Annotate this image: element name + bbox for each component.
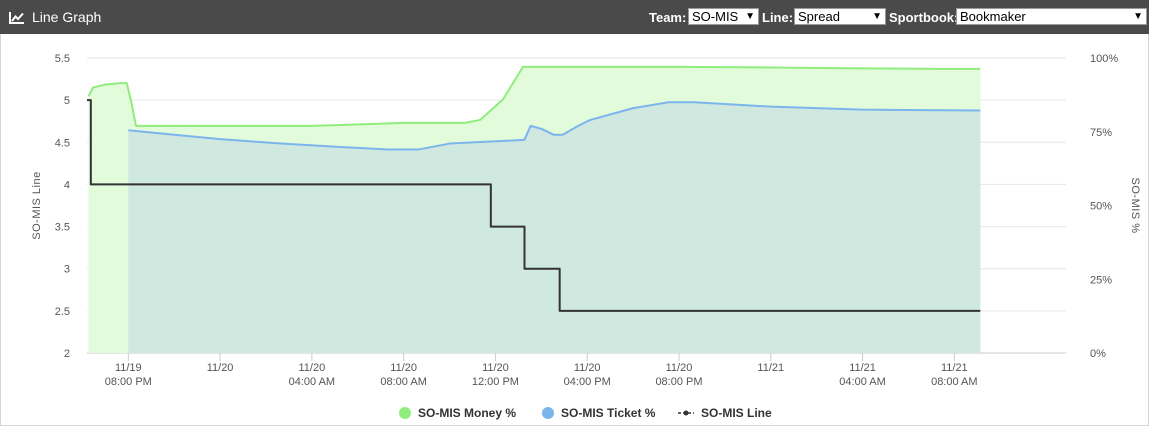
y-right-tick-label: 100% [1090, 53, 1118, 65]
y-right-tick-label: 75% [1090, 127, 1112, 139]
chevron-down-icon: ▼ [745, 11, 755, 22]
x-tick-label: 08:00 AM [380, 376, 426, 388]
legend-marker-icon [542, 407, 554, 419]
y-left-tick-label: 3 [64, 264, 70, 276]
x-tick-label: 08:00 PM [105, 376, 152, 388]
legend-marker-dot [683, 410, 689, 416]
x-tick-label: 04:00 PM [564, 376, 611, 388]
x-tick-label: 08:00 AM [931, 376, 977, 388]
y-left-tick-label: 2.5 [55, 306, 70, 318]
legend-label: SO-MIS Line [701, 406, 772, 420]
chevron-down-icon: ▼ [872, 11, 882, 22]
panel-header: Line Graph Team: SO-MIS ▼ Line: Spread ▼… [0, 0, 1149, 34]
panel-title: Line Graph [9, 9, 101, 25]
y-right-tick-label: 0% [1090, 348, 1106, 360]
y-left-tick-label: 3.5 [55, 222, 70, 234]
x-tick-label: 11/20 [666, 362, 693, 374]
x-tick-label: 08:00 PM [655, 376, 702, 388]
x-tick-label: 11/20 [299, 362, 326, 374]
y-left-tick-label: 2 [64, 348, 70, 360]
y-right-tick-label: 50% [1090, 201, 1112, 213]
chevron-down-icon: ▼ [1133, 11, 1143, 22]
x-tick-label: 11/20 [207, 362, 234, 374]
line-chart: 2 2.5 3 3.5 4 4.5 5 5.5 0% 25% 50% 75% 100% 11/19 08:0… [31, 53, 1141, 420]
line-chart-icon [9, 11, 24, 24]
y-right-tick-label: 25% [1090, 274, 1112, 286]
legend-item: SO-MIS Line [678, 406, 772, 420]
team-label: Team: [649, 10, 687, 25]
x-tick-label: 11/20 [390, 362, 417, 374]
y-axis-right-title: SO-MIS % [1129, 178, 1141, 234]
x-tick-label: 11/20 [482, 362, 509, 374]
so-mis-ticket-area [128, 102, 981, 353]
legend-label: SO-MIS Ticket % [561, 406, 656, 420]
x-tick-label: 11/21 [757, 362, 784, 374]
sportbook-select[interactable]: Bookmaker ▼ [956, 8, 1147, 25]
x-tick-label: 12:00 PM [472, 376, 519, 388]
line-label: Line: [762, 10, 794, 25]
line-select[interactable]: Spread ▼ [794, 8, 886, 25]
sportbook-label: Sportbook: [889, 10, 959, 25]
y-left-tick-label: 5 [64, 95, 70, 107]
legend-marker-icon [399, 407, 411, 419]
panel-title-text: Line Graph [32, 9, 102, 25]
legend-item: SO-MIS Money % [399, 406, 516, 420]
legend-item: SO-MIS Ticket % [542, 406, 656, 420]
y-left-tick-label: 4.5 [55, 137, 70, 149]
x-tick-label: 11/21 [941, 362, 968, 374]
y-left-tick-label: 5.5 [55, 53, 70, 65]
x-tick-label: 11/21 [849, 362, 876, 374]
x-tick-label: 04:00 AM [839, 376, 885, 388]
legend-label: SO-MIS Money % [418, 406, 516, 420]
team-select[interactable]: SO-MIS ▼ [688, 8, 759, 25]
so-mis-ticket-line [128, 101, 981, 151]
so-mis-money-line [87, 65, 981, 127]
x-tick-label: 11/20 [574, 362, 601, 374]
line-select-value: Spread [798, 9, 840, 24]
x-tick-label: 04:00 AM [289, 376, 335, 388]
team-select-value: SO-MIS [692, 9, 739, 24]
y-axis-left-title: SO-MIS Line [31, 171, 43, 239]
y-left-tick-label: 4 [64, 179, 70, 191]
so-mis-line-line [87, 99, 981, 312]
x-tick-label: 11/19 [115, 362, 142, 374]
sportbook-select-value: Bookmaker [960, 9, 1026, 24]
